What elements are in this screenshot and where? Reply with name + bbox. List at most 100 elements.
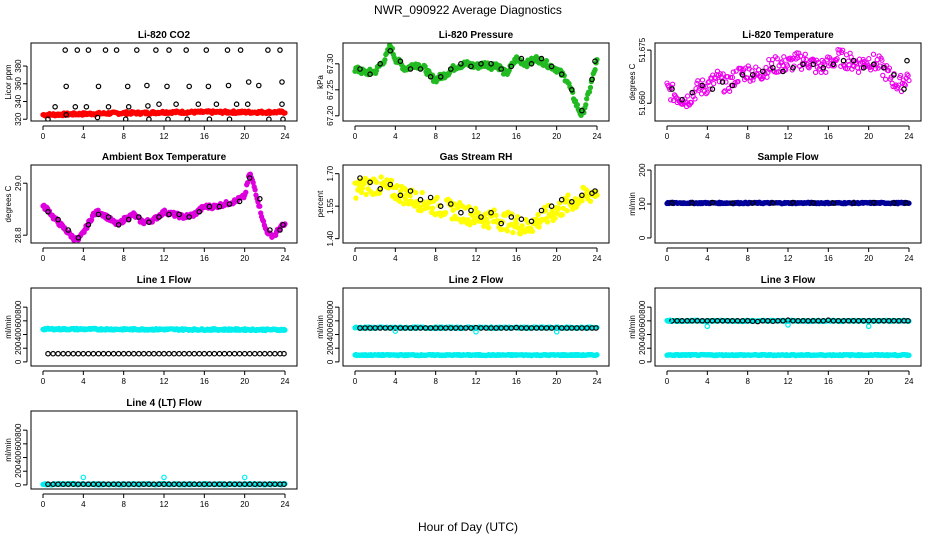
data-point [725,74,731,80]
data-point [80,350,87,357]
data-point [579,198,585,204]
data-point [770,200,776,206]
series-spikes [80,474,248,481]
data-point [559,212,566,218]
data-point [749,72,756,78]
data-point [184,116,190,121]
data-point [688,99,694,106]
data-point [191,350,198,357]
data-point [261,481,268,488]
x-tick-label: 8 [121,500,126,509]
data-point [558,325,565,331]
data-point [183,47,190,53]
x-tick-label: 4 [81,132,86,141]
x-tick-label: 24 [905,132,914,141]
data-point [437,74,444,80]
x-tick-label: 12 [472,377,481,386]
data-point [429,205,436,211]
data-point [124,83,131,90]
x-tick-label: 4 [393,254,398,263]
plot-frame [654,42,922,122]
data-point [870,51,877,57]
data-point [587,198,594,204]
panel-6: Sample Flow 0 4 8 12 16 20 24 0 100 200 ml/min [628,152,922,263]
data-point [739,72,746,78]
data-point [427,325,434,331]
data-point [146,116,152,121]
data-point [206,116,213,121]
data-point [810,200,817,206]
data-point [473,328,479,335]
data-point [281,481,287,488]
data-point [211,481,218,488]
data-point [548,63,555,70]
plot-area [40,325,288,357]
x-tick-label: 4 [705,254,710,263]
data-point [256,196,263,202]
data-point [164,83,170,90]
data-point [770,318,776,325]
data-point [244,101,251,108]
y-tick-label: 200 [638,163,647,177]
data-point [548,325,555,331]
data-point [213,101,220,108]
data-point [165,116,171,121]
data-point [905,72,911,79]
panel-2: Li-820 Pressure 0 4 8 12 16 20 24 67.20 67.25 67.3… [316,30,610,141]
data-point [780,317,786,324]
data-point [231,481,238,488]
data-point [747,78,753,84]
y-axis-label: degrees C [628,63,637,100]
data-point [447,201,454,207]
data-point [785,322,791,328]
data-point [886,65,893,71]
x-tick-label: 12 [160,500,169,509]
data-point [266,116,272,121]
data-point [533,53,539,60]
data-point [498,325,505,331]
data-point [740,69,746,76]
data-point [407,66,414,72]
data-point [840,57,847,64]
data-point [236,481,243,488]
data-point [141,481,147,488]
data-point [730,69,736,75]
data-point [161,481,167,488]
data-point [171,481,177,488]
data-point [855,69,862,75]
plot-area [40,474,288,488]
data-point [131,350,137,357]
panel-4: Ambient Box Temperature 0 4 8 12 16 20 24 28.8 29… [4,152,298,263]
data-point [226,350,233,357]
data-point [146,350,152,357]
data-point [196,481,203,488]
y-axis: 51.660 51.675 [638,37,652,116]
x-tick-label: 8 [745,377,750,386]
x-tick-label: 8 [121,132,126,141]
series-avg [45,350,287,357]
data-point [357,66,363,72]
x-tick-label: 20 [864,254,873,263]
data-point [434,194,440,201]
data-point [669,200,675,206]
data-point [277,227,283,233]
data-point [478,214,484,220]
data-point [850,317,857,324]
data-point [201,350,208,357]
series-avg [669,317,911,325]
x-axis: 0 4 8 12 16 20 24 [353,370,602,386]
data-point [810,61,817,68]
data-point [243,189,249,195]
data-point [173,101,179,108]
series-avg [357,324,599,331]
data-point [885,317,892,324]
x-tick-label: 12 [472,132,481,141]
data-point [362,325,368,331]
data-point [407,325,414,331]
data-point [427,74,434,80]
plot-frame [342,42,610,122]
data-point [735,78,741,85]
data-point [226,481,233,488]
data-point [903,200,909,206]
data-point [684,93,691,99]
